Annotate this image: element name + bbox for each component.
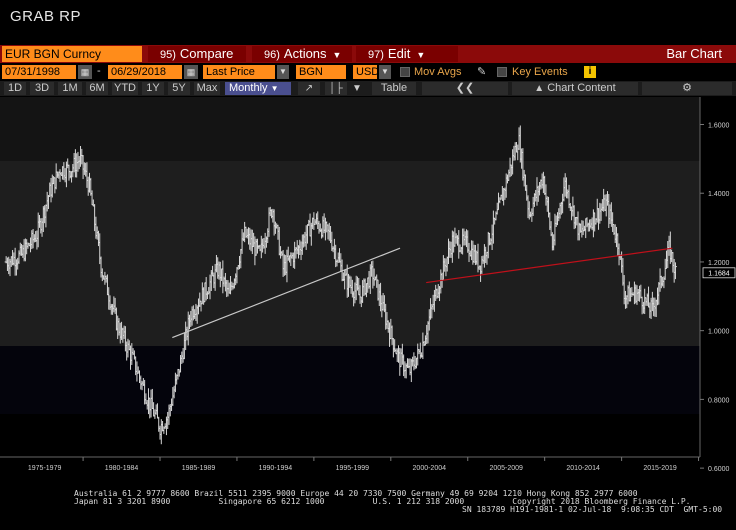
- price-bars: [4, 125, 677, 445]
- last-price-text: 1.1684: [708, 270, 730, 277]
- compare-number: 95): [160, 49, 176, 61]
- band-upper: [0, 97, 700, 161]
- key-events-label: Key Events: [512, 66, 568, 78]
- trendlines: [172, 247, 673, 339]
- footer: Australia 61 2 9777 8600 Brazil 5511 239…: [0, 486, 736, 530]
- period-6m[interactable]: 6M: [86, 82, 108, 95]
- end-date-field[interactable]: 06/29/2018: [108, 65, 182, 79]
- compare-label: Compare: [179, 46, 234, 61]
- pencil-icon[interactable]: ✎: [477, 66, 487, 78]
- line-tool-icon[interactable]: ↗: [298, 82, 320, 95]
- date-separator: -: [97, 65, 101, 77]
- calendar-icon[interactable]: ▦: [184, 65, 198, 79]
- period-1d[interactable]: 1D: [4, 82, 26, 95]
- x-tick-label: 2015-2019: [643, 465, 677, 472]
- info-icon[interactable]: i: [584, 66, 596, 78]
- period-bar: 1D 3D 1M 6M YTD 1Y 5Y Max Monthly ▼ ↗ │├…: [0, 81, 736, 96]
- y-tick-label: 1.4000: [708, 191, 730, 198]
- period-3d[interactable]: 3D: [30, 82, 54, 95]
- band-lower: [0, 346, 700, 414]
- mov-avgs-checkbox[interactable]: [400, 67, 410, 77]
- footer-line-3: SN 183789 H191-1981-1 02-Jul-18 9:08:35 …: [462, 505, 723, 514]
- y-tick-label: 0.6000: [708, 466, 730, 473]
- chevron-down-icon: ▼: [416, 50, 426, 60]
- y-tick-label: 0.8000: [708, 397, 730, 404]
- bar-tool-icon[interactable]: │├: [325, 82, 347, 95]
- key-events-checkbox[interactable]: [497, 67, 507, 77]
- actions-label: Actions: [283, 46, 327, 61]
- y-tick-label: 1.6000: [708, 122, 730, 129]
- actions-number: 96): [264, 49, 280, 61]
- start-date-field[interactable]: 07/31/1998: [2, 65, 76, 79]
- actions-button[interactable]: 96) Actions ▼: [252, 46, 352, 62]
- last-price-label: 1.1684: [702, 267, 736, 279]
- title-bar: GRAB RP: [0, 0, 736, 44]
- period-max[interactable]: Max: [194, 82, 220, 95]
- x-tick-label: 2005-2009: [489, 465, 523, 472]
- chart-content-label: Chart Content: [547, 82, 616, 94]
- chevron-down-icon: ▼: [270, 84, 279, 93]
- period-1m[interactable]: 1M: [58, 82, 82, 95]
- y-tick-label: 1.0000: [708, 329, 730, 336]
- footer-line-2: Japan 81 3 3201 8900 Singapore 65 6212 1…: [74, 497, 691, 506]
- page-title: GRAB RP: [10, 8, 82, 25]
- y-axis-ticks: 1.6000 1.4000 1.2000 1.0000 0.8000 0.6000: [700, 122, 730, 473]
- last-price-box: [702, 267, 736, 279]
- x-tick-label: 1980-1984: [105, 465, 139, 472]
- y-tick-label: 1.2000: [708, 260, 730, 267]
- mov-avgs-label: Mov Avgs: [414, 66, 462, 78]
- trendline-red: [426, 247, 673, 284]
- compare-button[interactable]: 95) Compare: [148, 46, 246, 62]
- trendline-white: [172, 247, 401, 339]
- back-button[interactable]: ❮❮: [422, 82, 508, 95]
- edit-number: 97): [368, 49, 384, 61]
- currency-select[interactable]: USD: [353, 65, 379, 79]
- price-chart: 1.6000 1.4000 1.2000 1.0000 0.8000 0.6000 197…: [0, 97, 736, 485]
- frequency-label: Monthly: [229, 82, 268, 94]
- period-5y[interactable]: 5Y: [168, 82, 190, 95]
- double-chevron-left-icon: ❮❮: [455, 82, 475, 94]
- command-bar: EUR BGN Curncy 95) Compare 96) Actions ▼ 97…: [0, 45, 736, 63]
- field-select[interactable]: Last Price: [203, 65, 275, 79]
- edit-button[interactable]: 97) Edit ▼: [356, 46, 458, 62]
- price-chart-svg: 1.6000 1.4000 1.2000 1.0000 0.8000 0.6000 197…: [0, 97, 736, 485]
- band-middle: [0, 161, 700, 346]
- chevron-down-icon[interactable]: ▼: [277, 65, 289, 79]
- x-tick-label: 1985-1989: [182, 465, 216, 472]
- currency-code-field[interactable]: BGN: [296, 65, 346, 79]
- edit-label: Edit: [387, 46, 411, 61]
- price-bar: [673, 262, 677, 280]
- gear-icon: ⚙: [682, 82, 692, 94]
- settings-button[interactable]: ⚙: [642, 82, 732, 95]
- chevron-down-icon: ▼: [332, 50, 342, 60]
- calendar-icon[interactable]: ▦: [78, 65, 92, 79]
- settings-bar: 07/31/1998 ▦ - 06/29/2018 ▦ Last Price ▼…: [0, 64, 736, 80]
- ticker-input[interactable]: EUR BGN Curncy: [2, 46, 142, 62]
- x-axis-ticks: 1975-1979 1980-1984 1985-1989 1990-1994 1995…: [28, 457, 700, 472]
- x-tick-label: 1990-1994: [259, 465, 293, 472]
- chart-icon: ▲: [534, 83, 545, 94]
- frequency-select[interactable]: Monthly ▼: [225, 82, 291, 95]
- footer-line-1: Australia 61 2 9777 8600 Brazil 5511 239…: [74, 489, 638, 498]
- chart-content-button[interactable]: ▲ Chart Content: [512, 82, 638, 95]
- x-tick-label: 1975-1979: [28, 465, 62, 472]
- x-tick-label: 2000-2004: [413, 465, 447, 472]
- x-tick-label: 1995-1999: [336, 465, 370, 472]
- chart-type-label[interactable]: Bar Chart: [666, 46, 722, 61]
- chevron-down-icon[interactable]: ▼: [379, 65, 391, 79]
- x-tick-label: 2010-2014: [566, 465, 600, 472]
- table-button[interactable]: Table: [372, 82, 416, 95]
- period-1y[interactable]: 1Y: [142, 82, 164, 95]
- chevron-down-icon[interactable]: ▼: [350, 82, 364, 95]
- period-ytd[interactable]: YTD: [112, 82, 138, 95]
